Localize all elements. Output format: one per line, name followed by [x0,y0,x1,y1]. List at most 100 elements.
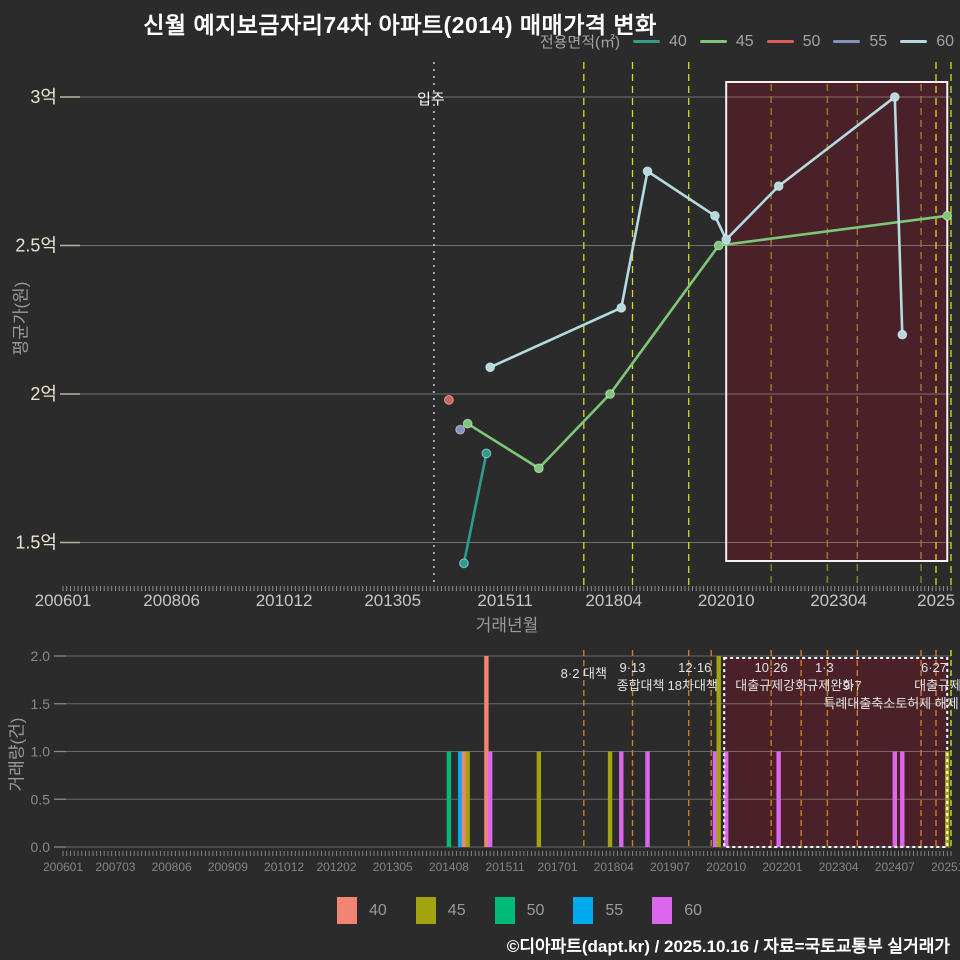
policy-annotation: 6·27 [921,660,947,675]
x-tick-label-volume: 200806 [152,860,192,874]
volume-bar-60 [645,752,649,848]
x-tick-label-price: 201804 [585,591,642,610]
policy-annotation: 1·3 [815,660,834,675]
volume-bar-60 [488,752,492,848]
y-tick-label-volume: 1.0 [31,744,51,760]
data-point-45 [714,241,723,250]
data-point-45 [534,464,543,473]
data-point-40 [460,559,469,568]
footer-credit: ©디아파트(dapt.kr) / 2025.10.16 / 자료=국토교통부 실… [507,932,950,957]
legend-square-swatch [573,897,593,924]
y-tick-label-volume: 2.0 [31,648,51,664]
x-tick-label-price: 201511 [477,591,532,610]
bar-legend-item-label: 40 [369,902,387,920]
x-tick-label-price: 202304 [810,591,867,610]
legend-square-swatch [652,897,672,924]
data-point-60 [711,211,720,220]
y-tick-label-price: 2억 [30,384,57,404]
volume-bar-45 [608,752,612,848]
x-tick-label-price: 202010 [698,591,755,610]
volume-bar-45 [537,752,541,848]
data-point-60 [774,182,783,191]
x-tick-label-volume: 200703 [95,860,135,874]
move-in-label: 입주 [417,91,445,108]
policy-annotation: 9·13 [620,660,646,675]
bar-legend-item-label: 45 [448,902,466,920]
bar-legend-item-50[interactable]: 50 [495,897,545,924]
charts-canvas: 1.5억 2억 2.5억 3억 0.0 0.5 1.0 1.5 2.0 200601 200806 2… [0,0,960,960]
data-point-50 [445,396,454,405]
volume-bar-60 [893,752,897,848]
data-point-60 [643,167,652,176]
data-point-60 [722,235,731,244]
volume-bar-60 [776,752,780,848]
x-tick-label-price: 200806 [143,591,200,610]
policy-annotation: 18차대책 [668,678,718,693]
series-line-40 [464,453,486,563]
policy-annotation: 대출규제강화 [735,678,807,693]
y-tick-label-price: 3억 [30,87,57,107]
bar-legend-item-40[interactable]: 40 [337,897,387,924]
legend-square-swatch [337,897,357,924]
x-tick-label-price: 201012 [256,591,313,610]
volume-bar-60 [619,752,623,848]
x-tick-label-price: 201305 [364,591,421,610]
volume-bar-40 [462,752,466,848]
y-tick-label-volume: 1.5 [31,696,51,712]
x-tick-label-volume: 201511 [486,860,525,874]
y-tick-label-volume: 0.5 [31,791,51,807]
x-tick-label-price: 2025 [917,591,955,610]
x-tick-label-volume: 200601 [43,860,83,874]
x-tick-label-volume: 202304 [819,860,859,874]
data-point-60 [486,363,495,372]
data-point-45 [943,211,952,220]
x-tick-label-volume: 201907 [650,860,690,874]
policy-annotation: 10·26 [755,660,788,675]
bar-legend-item-label: 50 [527,902,545,920]
volume-bar-60 [713,752,717,848]
x-axis-minor-ticks-volume [63,851,951,856]
policy-annotation: 8·2 대책 [561,666,607,681]
legend-area-bar: 40 45 50 55 60 [337,897,702,924]
highlight-box-fill-top [726,82,947,561]
y-tick-label-volume: 0.0 [31,839,51,855]
bar-legend-item-label: 55 [605,902,623,920]
x-tick-label-volume: 200909 [208,860,248,874]
x-tick-label-volume: 201408 [429,860,469,874]
data-point-60 [898,330,907,339]
data-point-40 [482,449,491,458]
data-point-45 [606,390,615,399]
y-tick-label-price: 1.5억 [15,533,57,553]
policy-annotation: 토허제 해제 [895,696,958,711]
x-tick-label-price: 200601 [35,591,92,610]
volume-bar-45 [465,752,469,848]
chart-page: 신월 예지보금자리74차 아파트(2014) 매매가격 변화 전용면적(㎡) 4… [0,0,960,960]
x-tick-label-volume: 201202 [316,860,356,874]
policy-annotation: 대출규제 [914,678,960,693]
policy-annotation: 9·7 [843,678,862,693]
x-tick-label-volume: 201701 [538,860,578,874]
x-tick-label-volume: 201012 [264,860,304,874]
x-tick-label-volume: 202407 [875,860,915,874]
policy-annotation: 12·16 [678,660,711,675]
data-point-60 [617,303,626,312]
x-tick-label-volume: 202510 [931,860,960,874]
x-tick-label-volume: 202010 [706,860,746,874]
policy-annotation: 종합대책 [617,678,665,693]
volume-bar-40 [484,656,488,847]
legend-square-swatch [495,897,515,924]
bar-legend-item-60[interactable]: 60 [652,897,702,924]
volume-bar-55 [458,752,462,848]
policy-annotation: 특례대출축소 [823,696,895,711]
y-tick-label-price: 2.5억 [15,236,57,256]
data-point-55 [456,425,465,434]
x-tick-label-volume: 201804 [594,860,634,874]
legend-square-swatch [416,897,436,924]
bar-legend-item-label: 60 [684,902,702,920]
bar-legend-item-55[interactable]: 55 [573,897,623,924]
data-point-45 [463,419,472,428]
bar-legend-item-45[interactable]: 45 [416,897,466,924]
volume-bar-50 [447,752,451,848]
x-tick-label-volume: 201305 [373,860,413,874]
x-tick-label-volume: 202201 [762,860,802,874]
